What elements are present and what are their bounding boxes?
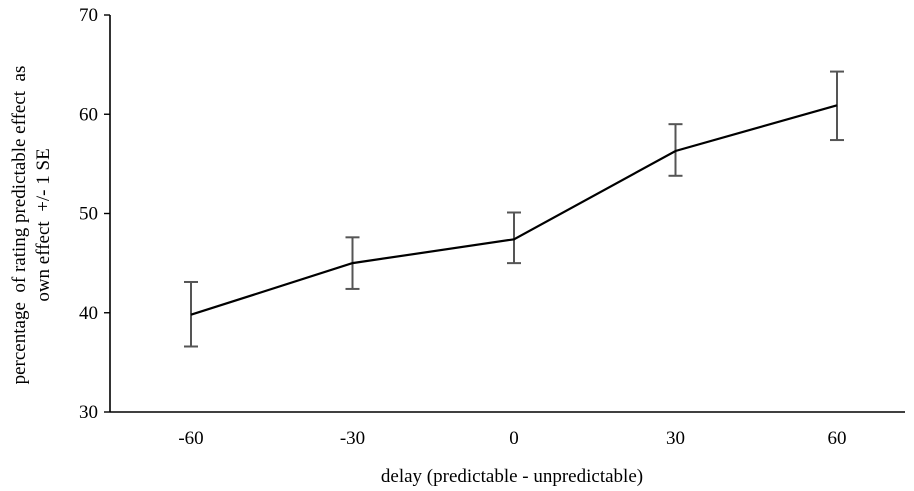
x-tick-label: 0 xyxy=(509,428,519,449)
y-tick-label: 70 xyxy=(79,5,98,26)
x-tick-label: 60 xyxy=(828,428,847,449)
y-tick-label: 40 xyxy=(79,303,98,324)
x-tick-label: -30 xyxy=(340,428,365,449)
y-axis-title-line-2: own effect +/- 1 SE xyxy=(33,148,54,301)
y-tick-label: 30 xyxy=(79,402,98,423)
error-bar xyxy=(507,211,521,265)
series-line xyxy=(190,104,838,316)
y-axis-title-line-1: percentage of rating predictable effect … xyxy=(9,66,30,385)
x-tick-label: 30 xyxy=(666,428,685,449)
y-tick-label: 50 xyxy=(79,204,98,225)
y-axis-ticks: 30 40 50 60 70 xyxy=(79,5,110,423)
x-axis-title: delay (predictable - unpredictable) xyxy=(381,466,643,487)
x-tick-label: -60 xyxy=(178,428,203,449)
error-bars xyxy=(184,70,844,348)
y-tick-label: 60 xyxy=(79,104,98,125)
x-axis-ticks: -60 -30 0 30 60 xyxy=(178,428,846,449)
